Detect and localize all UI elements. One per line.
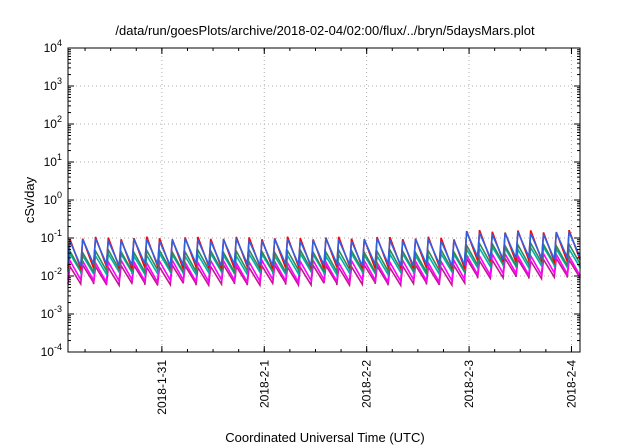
grid-lines — [68, 48, 580, 352]
y-tick-label: 100 — [44, 190, 62, 207]
x-axis-title: Coordinated Universal Time (UTC) — [225, 430, 424, 445]
y-tick-label: 103 — [44, 76, 62, 93]
y-tick-label: 10-3 — [41, 304, 62, 321]
y-tick-labels: 10-4 10-3 10-2 10-1 100 101 102 103 104 — [41, 38, 62, 359]
x-tick-label: 2018-2-3 — [462, 360, 476, 408]
x-tick-label: 2018-2-2 — [360, 360, 374, 408]
y-axis-title: cSv/day — [22, 176, 37, 223]
y-tick-label: 10-4 — [41, 342, 62, 359]
x-tick-labels: 2018-1-31 2018-2-1 2018-2-2 2018-2-3 2018-2-… — [155, 360, 579, 415]
series-line — [67, 229, 581, 271]
axis-ticks — [68, 47, 580, 353]
y-tick-label: 10-2 — [41, 266, 62, 283]
series-lines — [67, 229, 581, 288]
x-tick-label: 2018-2-1 — [257, 360, 271, 408]
y-tick-label: 104 — [44, 38, 62, 55]
x-tick-label: 2018-1-31 — [155, 360, 169, 415]
x-tick-label: 2018-2-4 — [564, 360, 578, 408]
y-tick-label: 101 — [44, 152, 62, 169]
y-tick-label: 10-1 — [41, 228, 62, 245]
y-tick-label: 102 — [44, 114, 62, 131]
series-line — [67, 231, 581, 269]
chart-title: /data/run/goesPlots/archive/2018-02-04/0… — [115, 23, 535, 38]
